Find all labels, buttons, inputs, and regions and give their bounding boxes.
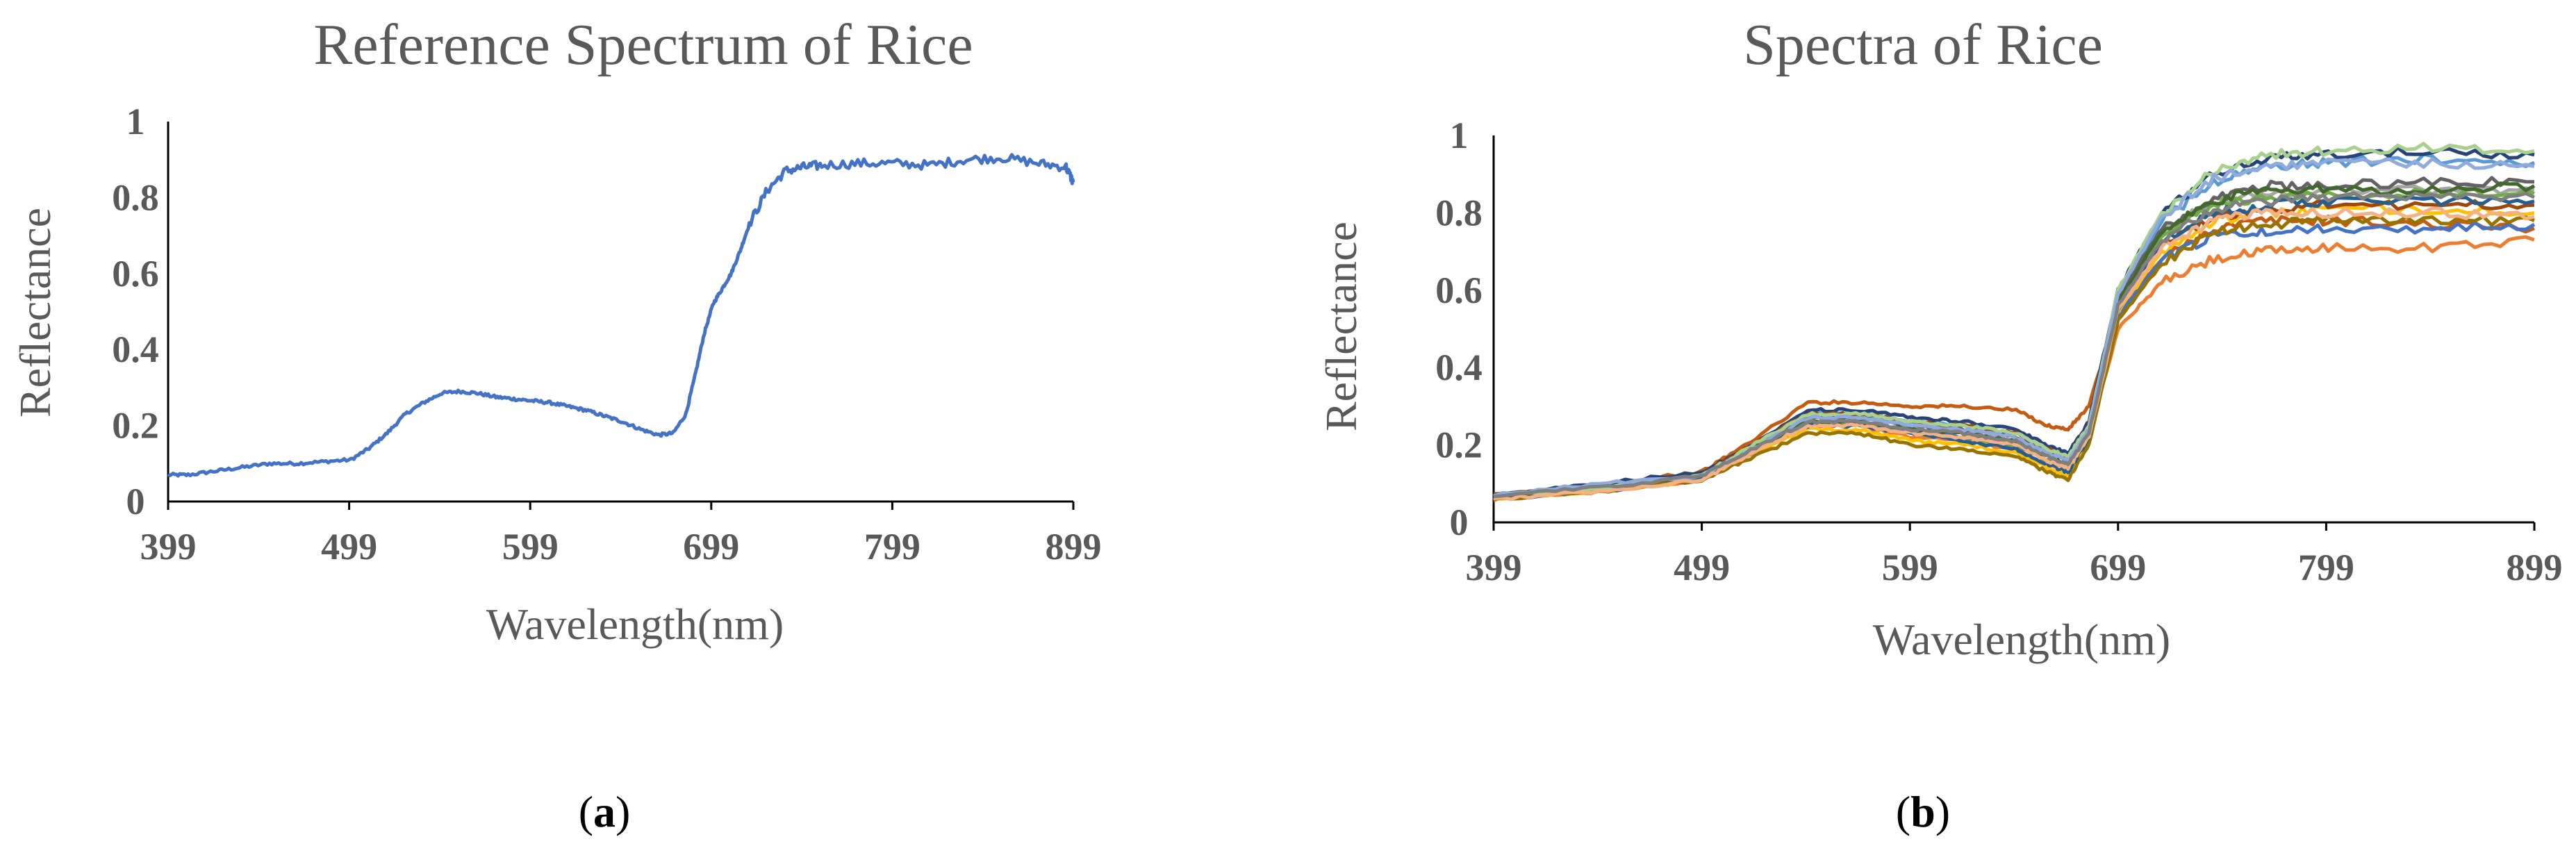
chart-a-x-tick-label: 899: [1046, 526, 1102, 568]
chart-a-y-axis-title: Reflectance: [10, 208, 60, 417]
chart-a-series-line-1: [167, 153, 1075, 478]
chart-b-x-tick-label: 599: [1882, 547, 1938, 588]
chart-b: Spectra of Rice Wavelength(nm) Reflectan…: [1316, 13, 2563, 836]
chart-a-x-ticks: 399 499 599 699 799 899: [140, 502, 1102, 568]
chart-b-y-tick-label: 1: [1450, 115, 1469, 156]
chart-a-y-tick-label: 1: [126, 101, 145, 142]
chart-b-y-ticks: 0 0.2 0.4 0.6 0.8 1: [1435, 115, 1483, 543]
caption-a: (a): [579, 787, 631, 836]
chart-b-y-tick-label: 0.2: [1435, 424, 1483, 466]
chart-b-x-tick-label: 799: [2298, 547, 2354, 588]
chart-b-x-axis-title: Wavelength(nm): [1873, 615, 2170, 664]
chart-a-x-tick-label: 499: [321, 526, 377, 568]
caption-b: (b): [1896, 787, 1950, 836]
chart-b-title: Spectra of Rice: [1743, 13, 2103, 77]
chart-a-y-tick-label: 0.6: [112, 253, 159, 295]
chart-b-y-tick-label: 0: [1450, 502, 1469, 543]
chart-b-x-ticks: 399 499 599 699 799 899: [1466, 522, 2563, 588]
chart-a-series: [167, 153, 1075, 478]
chart-b-series-line-11: [1493, 214, 2535, 501]
chart-a-y-tick-label: 0.8: [112, 176, 159, 218]
chart-b-series: [1493, 142, 2536, 502]
chart-b-y-tick-label: 0.8: [1435, 192, 1483, 233]
chart-b-x-tick-label: 699: [2090, 547, 2146, 588]
chart-b-y-tick-label: 0.6: [1435, 270, 1483, 311]
caption-a-letter: a: [593, 787, 616, 836]
chart-a-x-axis-title: Wavelength(nm): [486, 599, 784, 649]
chart-b-y-tick-label: 0.4: [1435, 347, 1483, 388]
chart-b-series-line-16: [1493, 206, 2535, 502]
chart-a-title: Reference Spectrum of Rice: [313, 13, 973, 77]
chart-a-x-tick-label: 799: [864, 526, 920, 568]
chart-a-y-tick-label: 0: [126, 481, 145, 522]
chart-b-series-line-14: [1493, 142, 2535, 498]
chart-b-x-tick-label: 499: [1674, 547, 1730, 588]
chart-a-x-tick-label: 399: [140, 526, 197, 568]
chart-a-y-tick-label: 0.4: [112, 329, 159, 370]
chart-b-series-line-1: [1493, 214, 2535, 496]
chart-a-x-tick-label: 599: [502, 526, 559, 568]
chart-b-x-tick-label: 899: [2507, 547, 2563, 588]
caption-b-letter: b: [1910, 787, 1935, 836]
chart-a: Reference Spectrum of Rice Wavelength(nm…: [10, 13, 1102, 836]
chart-b-x-tick-label: 399: [1466, 547, 1522, 588]
chart-b-y-axis-title: Reflectance: [1316, 222, 1366, 431]
chart-b-series-line-17: [1493, 191, 2536, 499]
chart-a-y-ticks: 0 0.2 0.4 0.6 0.8 1: [112, 101, 159, 522]
chart-b-series-line-3: [1493, 235, 2535, 502]
chart-a-x-tick-label: 699: [683, 526, 739, 568]
chart-a-y-tick-label: 0.2: [112, 405, 159, 447]
